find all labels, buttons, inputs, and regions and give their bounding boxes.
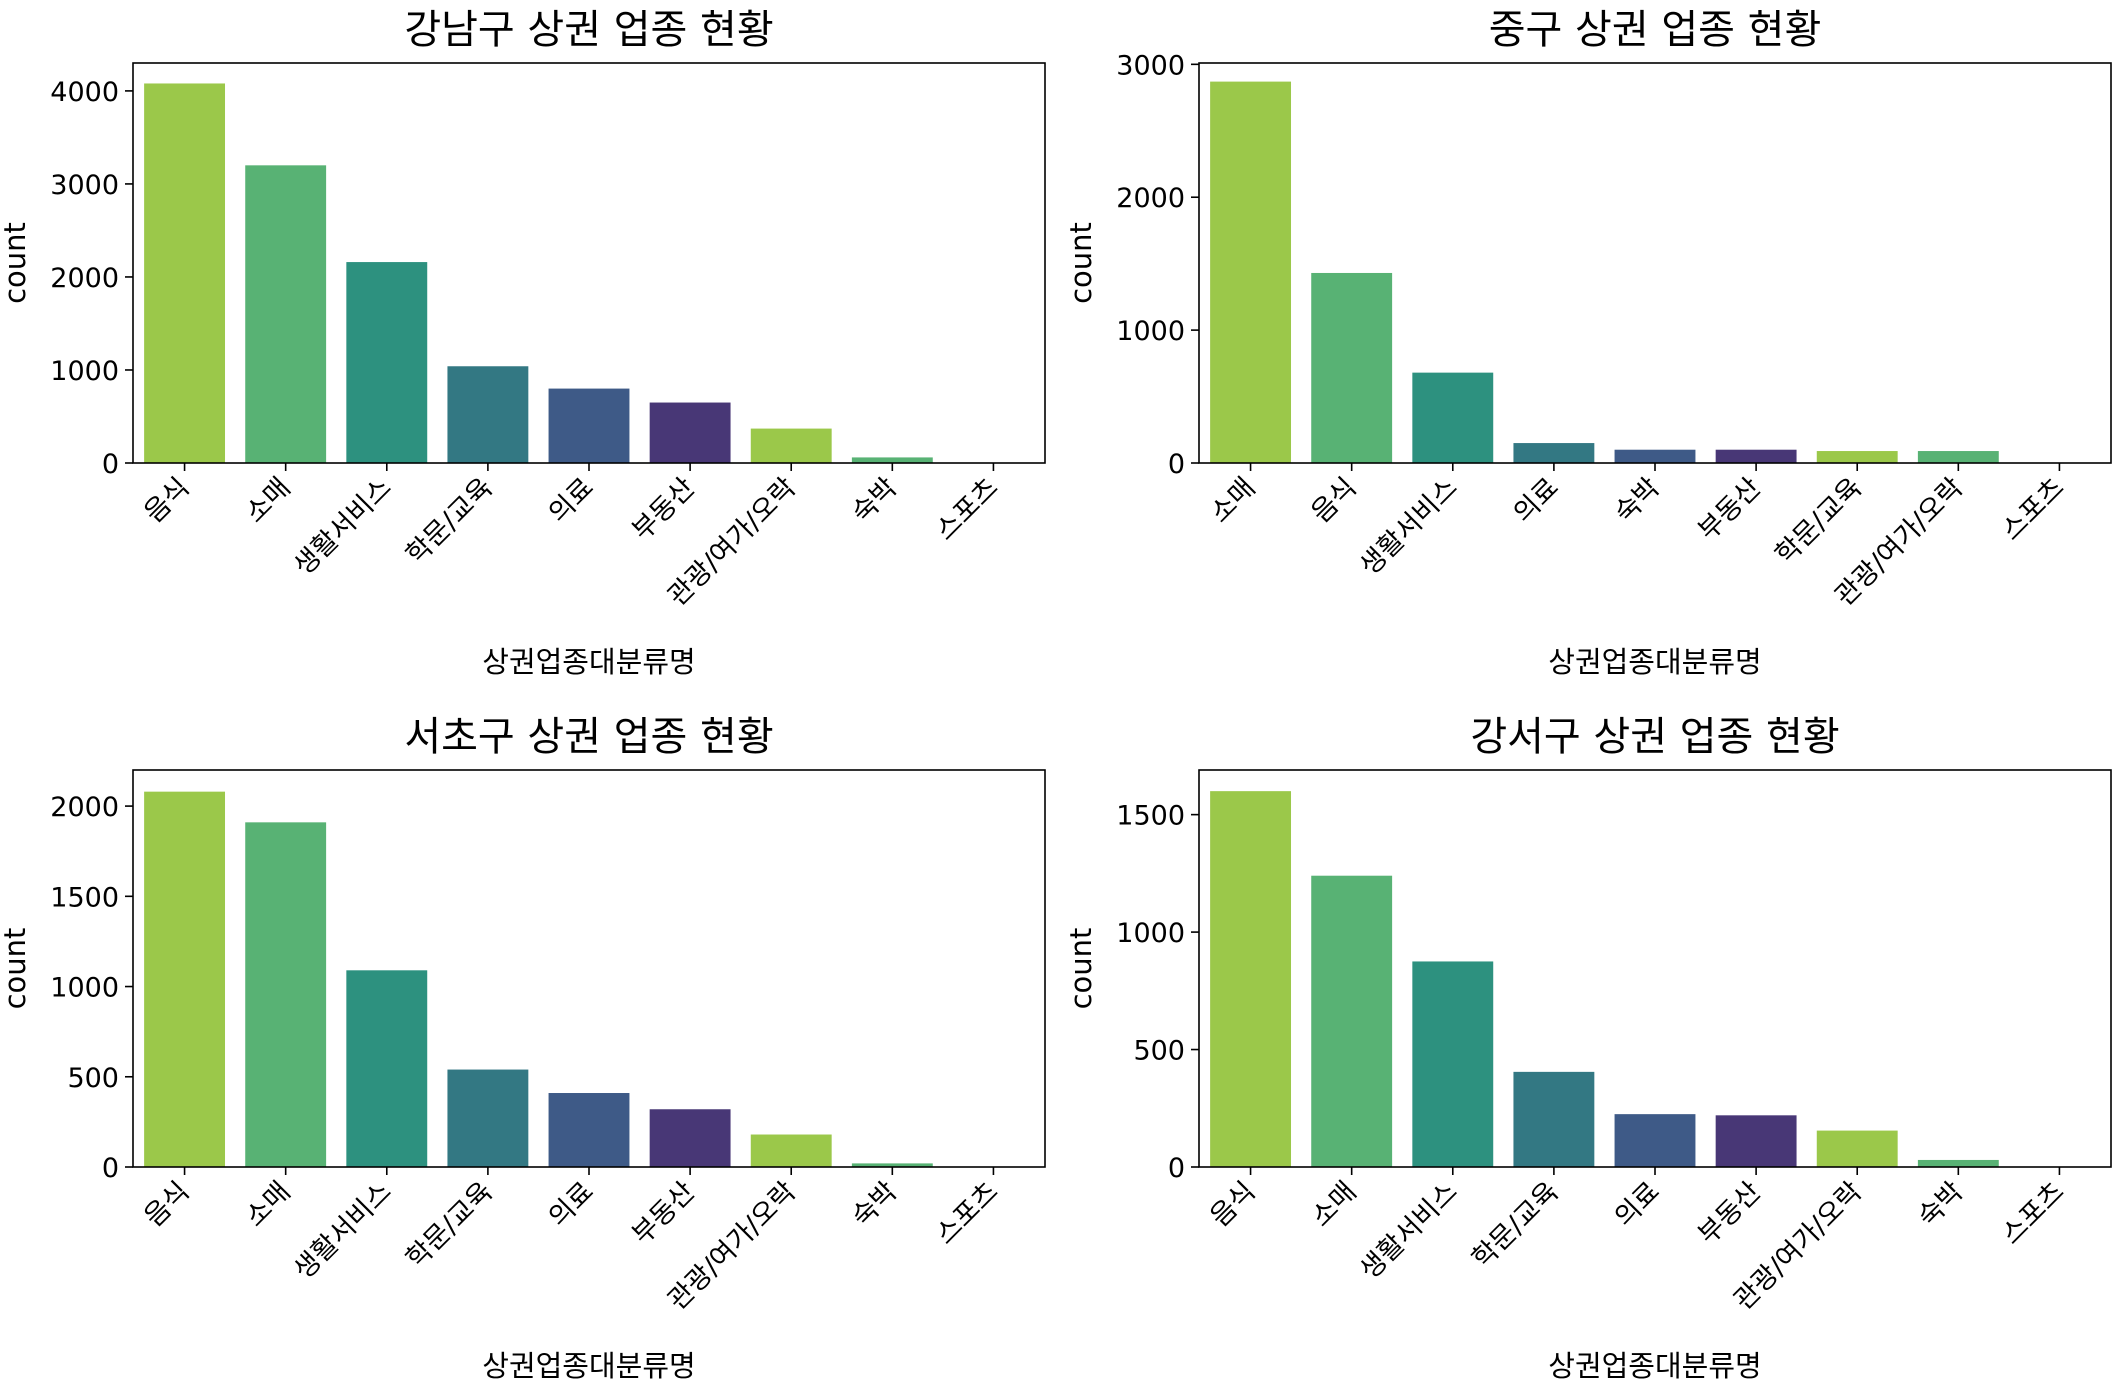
x-tick-label: 부동산 xyxy=(1692,1176,1767,1251)
x-tick-label: 부동산 xyxy=(626,472,701,547)
x-tick-label: 스포츠 xyxy=(930,1176,1005,1251)
bar-6 xyxy=(649,402,731,463)
bar-8 xyxy=(1917,1159,1999,1167)
y-axis-label: count xyxy=(0,222,32,304)
x-axis-label: 상권업종대분류명 xyxy=(482,1349,695,1383)
bar-7 xyxy=(1816,451,1898,463)
bar-4 xyxy=(447,366,529,463)
x-tick-label: 숙박 xyxy=(846,472,903,529)
bar-5 xyxy=(548,1093,630,1167)
chart-title: 서초구 상권 업종 현황 xyxy=(404,714,773,760)
x-tick-label: 음식 xyxy=(138,472,195,529)
x-tick-label: 스포츠 xyxy=(1996,472,2071,547)
y-tick-label: 1500 xyxy=(50,882,119,913)
bar-6 xyxy=(1715,449,1797,463)
x-tick-label: 소매 xyxy=(240,1176,297,1233)
bar-1 xyxy=(1210,791,1292,1167)
x-axis-label: 상권업종대분류명 xyxy=(1548,645,1761,679)
bar-6 xyxy=(1715,1115,1797,1167)
x-tick-label: 소매 xyxy=(1204,472,1261,529)
x-tick-label: 생활서비스 xyxy=(288,1176,398,1286)
bar-5 xyxy=(1614,1114,1696,1167)
x-tick-label: 음식 xyxy=(138,1176,195,1233)
x-tick-label: 스포츠 xyxy=(1996,1176,2071,1251)
bar-6 xyxy=(649,1109,731,1167)
y-tick-label: 0 xyxy=(102,1153,119,1184)
bar-1 xyxy=(1210,81,1292,464)
x-tick-label: 숙박 xyxy=(1609,472,1666,529)
y-tick-label: 1500 xyxy=(1116,801,1185,832)
bar-3 xyxy=(1412,372,1494,463)
bar-8 xyxy=(851,1163,933,1167)
y-axis-label: count xyxy=(1064,928,1098,1010)
x-tick-label: 생활서비스 xyxy=(1354,1176,1464,1286)
y-tick-label: 3000 xyxy=(1116,50,1185,81)
x-tick-label: 숙박 xyxy=(846,1176,903,1233)
bar-7 xyxy=(1816,1130,1898,1167)
x-tick-label: 소매 xyxy=(1306,1176,1363,1233)
y-tick-label: 1000 xyxy=(50,973,119,1004)
x-tick-label: 의료 xyxy=(1508,472,1565,529)
y-tick-label: 500 xyxy=(67,1063,119,1094)
y-tick-label: 0 xyxy=(1168,1153,1185,1184)
y-tick-label: 0 xyxy=(1168,449,1185,480)
bar-1 xyxy=(144,83,226,463)
x-tick-label: 학문/교육 xyxy=(400,1176,499,1275)
bar-1 xyxy=(144,791,226,1167)
y-tick-label: 1000 xyxy=(50,356,119,387)
x-tick-label: 학문/교육 xyxy=(1466,1176,1565,1275)
y-tick-label: 2000 xyxy=(1116,183,1185,214)
y-tick-label: 3000 xyxy=(50,170,119,201)
bar-8 xyxy=(851,457,933,463)
bar-4 xyxy=(1513,443,1595,463)
x-tick-label: 의료 xyxy=(1609,1176,1666,1233)
x-tick-label: 음식 xyxy=(1306,472,1363,529)
bar-4 xyxy=(1513,1071,1595,1167)
y-axis-label: count xyxy=(0,928,32,1010)
bar-5 xyxy=(548,388,630,463)
x-tick-label: 숙박 xyxy=(1912,1176,1969,1233)
x-tick-label: 부동산 xyxy=(1692,472,1767,547)
y-tick-label: 2000 xyxy=(50,792,119,823)
bar-7 xyxy=(750,428,832,463)
bar-8 xyxy=(1917,451,1999,463)
bar-2 xyxy=(245,822,327,1167)
x-tick-label: 소매 xyxy=(240,472,297,529)
x-tick-label: 음식 xyxy=(1204,1176,1261,1233)
y-tick-label: 4000 xyxy=(50,77,119,108)
bar-2 xyxy=(245,165,327,464)
chart-title: 강서구 상권 업종 현황 xyxy=(1470,714,1839,760)
y-tick-label: 2000 xyxy=(50,263,119,294)
chart-title: 강남구 상권 업종 현황 xyxy=(404,7,773,53)
x-tick-label: 학문/교육 xyxy=(400,472,499,571)
x-tick-label: 생활서비스 xyxy=(288,472,398,582)
bar-2 xyxy=(1311,875,1393,1167)
chart-title: 중구 상권 업종 현황 xyxy=(1489,7,1822,53)
x-tick-label: 스포츠 xyxy=(930,472,1005,547)
x-axis-label: 상권업종대분류명 xyxy=(482,645,695,679)
y-tick-label: 500 xyxy=(1133,1036,1185,1067)
bar-3 xyxy=(1412,961,1494,1167)
bar-3 xyxy=(346,262,428,463)
bar-3 xyxy=(346,970,428,1167)
y-axis-label: count xyxy=(1064,222,1098,304)
bar-5 xyxy=(1614,449,1696,463)
bar-4 xyxy=(447,1069,529,1167)
y-tick-label: 1000 xyxy=(1116,316,1185,347)
x-axis-label: 상권업종대분류명 xyxy=(1548,1349,1761,1383)
x-tick-label: 의료 xyxy=(543,472,600,529)
y-tick-label: 0 xyxy=(102,449,119,480)
x-tick-label: 학문/교육 xyxy=(1770,472,1869,571)
x-tick-label: 의료 xyxy=(543,1176,600,1233)
y-tick-label: 1000 xyxy=(1116,918,1185,949)
bar-2 xyxy=(1311,272,1393,463)
x-tick-label: 생활서비스 xyxy=(1354,472,1464,582)
bar-7 xyxy=(750,1134,832,1167)
x-tick-label: 부동산 xyxy=(626,1176,701,1251)
